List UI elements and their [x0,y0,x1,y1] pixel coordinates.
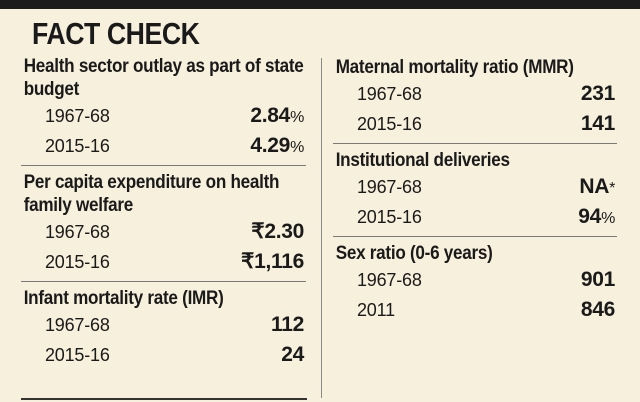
row-year: 2015-16 [357,207,422,227]
value-number: 94 [578,205,602,228]
section-title: Per capita expenditure on health family … [23,172,280,216]
section-institutional-deliveries: Institutional deliveries 1967-68 NA* 201… [333,149,617,237]
value-number: 2.84 [250,104,291,127]
value-number: 141 [580,112,615,135]
data-row: 2015-16 94% [333,202,617,232]
top-bar [0,0,640,9]
row-year: 1967-68 [357,270,422,290]
row-value: 2.84% [250,101,304,133]
value-number: 24 [281,343,304,366]
section-title: Health sector outlay as part of state bu… [23,56,304,100]
row-value: 112 [271,310,304,342]
row-year: 2015-16 [45,345,110,365]
section-title: Maternal mortality ratio (MMR) [335,57,574,78]
data-row: 2015-16 4.29% [21,131,306,161]
value-number: 112 [271,313,304,336]
row-value: 24 [281,340,304,372]
section-divider [333,143,617,144]
data-row: 1967-68 ₹2.30 [21,217,306,247]
row-year: 2011 [357,300,395,320]
bottom-rule [21,398,307,400]
data-row: 1967-68 901 [333,265,617,295]
value-number: 901 [580,268,615,291]
section-title: Infant mortality rate (IMR) [23,288,224,309]
section-imr: Infant mortality rate (IMR) 1967-68 112 … [21,287,306,370]
value-number: ₹2.30 [251,220,304,243]
data-row: 2015-16 24 [21,340,306,370]
row-value: 4.29% [250,131,304,163]
section-per-capita-expenditure: Per capita expenditure on health family … [21,171,306,282]
data-row: 2011 846 [333,295,617,325]
section-title: Sex ratio (0-6 years) [335,243,493,264]
section-title: Institutional deliveries [335,150,510,171]
value-unit: % [290,109,304,126]
row-value: 141 [581,109,615,141]
row-year: 1967-68 [45,106,110,126]
data-row: 1967-68 NA* [333,172,617,202]
value-number: 231 [580,82,615,105]
section-divider [21,165,306,166]
section-divider [21,281,306,282]
row-year: 2015-16 [45,252,110,272]
row-value: 94% [578,202,615,234]
left-column: Health sector outlay as part of state bu… [21,55,306,370]
row-value: ₹2.30 [251,217,304,249]
value-number: 846 [580,298,615,321]
row-year: 2015-16 [45,136,110,156]
data-row: 1967-68 231 [333,79,617,109]
value-unit: * [609,180,615,197]
row-value: 901 [581,265,615,297]
data-row: 2015-16 141 [333,109,617,139]
row-year: 1967-68 [357,177,422,197]
row-year: 2015-16 [357,114,422,134]
section-divider [333,236,617,237]
value-unit: % [290,139,304,156]
row-year: 1967-68 [357,84,422,104]
section-health-outlay: Health sector outlay as part of state bu… [21,55,306,166]
value-unit: % [601,210,615,227]
row-year: 1967-68 [45,315,110,335]
row-value: ₹1,116 [241,247,304,279]
section-mmr: Maternal mortality ratio (MMR) 1967-68 2… [333,56,617,144]
value-number: ₹1,116 [241,250,304,273]
page-title: FACT CHECK [32,16,200,51]
row-year: 1967-68 [45,222,110,242]
row-value: 846 [581,295,615,327]
value-number: NA [579,175,610,198]
section-sex-ratio: Sex ratio (0-6 years) 1967-68 901 2011 8… [333,242,617,325]
data-row: 1967-68 112 [21,310,306,340]
value-number: 4.29 [250,134,291,157]
data-row: 1967-68 2.84% [21,101,306,131]
row-value: 231 [581,79,615,111]
column-divider [321,58,322,398]
right-column: Maternal mortality ratio (MMR) 1967-68 2… [333,56,617,325]
data-row: 2015-16 ₹1,116 [21,247,306,277]
row-value: NA* [579,172,615,204]
